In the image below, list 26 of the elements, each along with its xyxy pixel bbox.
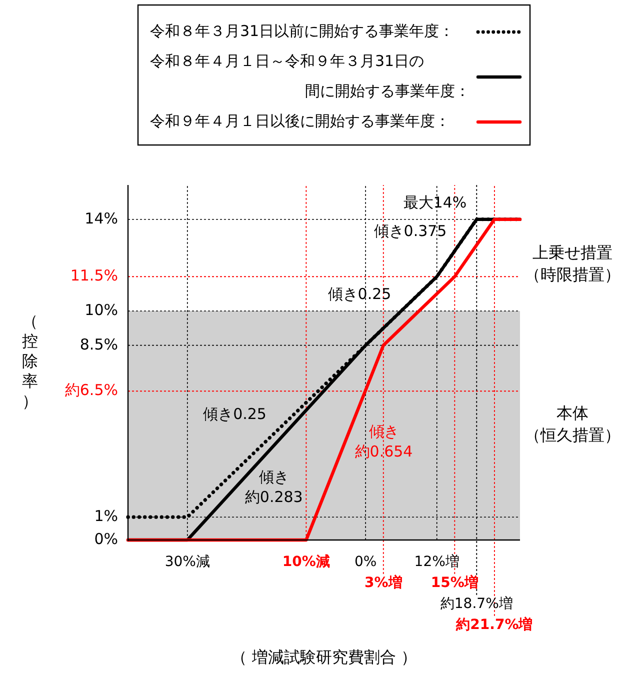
annotation: 傾き約0.654 <box>354 422 413 461</box>
x-axis-title: （ 増減試験研究費割合 ） <box>230 647 418 666</box>
x-tick-label: 12%増 <box>414 552 460 570</box>
band-label: 本体（恒久措置） <box>524 404 620 445</box>
y-tick-label: 1% <box>94 507 118 526</box>
ref-line-label: 約21.7%増 <box>455 616 533 633</box>
y-axis-title: （控除率） <box>22 312 38 411</box>
annotation: 傾き0.25 <box>203 405 266 424</box>
ref-line-label: 10%減 <box>282 554 330 570</box>
y-tick-label: 10% <box>84 301 118 320</box>
ref-line-label: 約18.7%増 <box>440 594 513 612</box>
legend-label: 令和８年３月31日以前に開始する事業年度： <box>150 22 454 40</box>
y-tick-label: 14% <box>84 209 118 228</box>
ref-line-label: 15%増 <box>430 574 478 591</box>
annotation: 傾き0.375 <box>374 222 447 240</box>
ref-line-label: 約6.5% <box>64 381 118 400</box>
legend-label: 令和９年４月１日以後に開始する事業年度： <box>150 112 450 130</box>
legend-label: 令和８年４月１日～令和９年３月31日の間に開始する事業年度： <box>150 52 470 100</box>
ref-line-label: 3%増 <box>364 574 402 591</box>
x-tick-label: 30%減 <box>164 554 210 570</box>
ref-line-label: 11.5% <box>70 266 118 285</box>
text: 上乗せ措置（時限措置） <box>524 244 620 285</box>
y-tick-label: 8.5% <box>80 335 118 354</box>
y-tick-label: 0% <box>94 530 118 548</box>
x-tick-label: 0% <box>354 554 377 570</box>
annotation: 傾き約0.283 <box>244 468 303 506</box>
